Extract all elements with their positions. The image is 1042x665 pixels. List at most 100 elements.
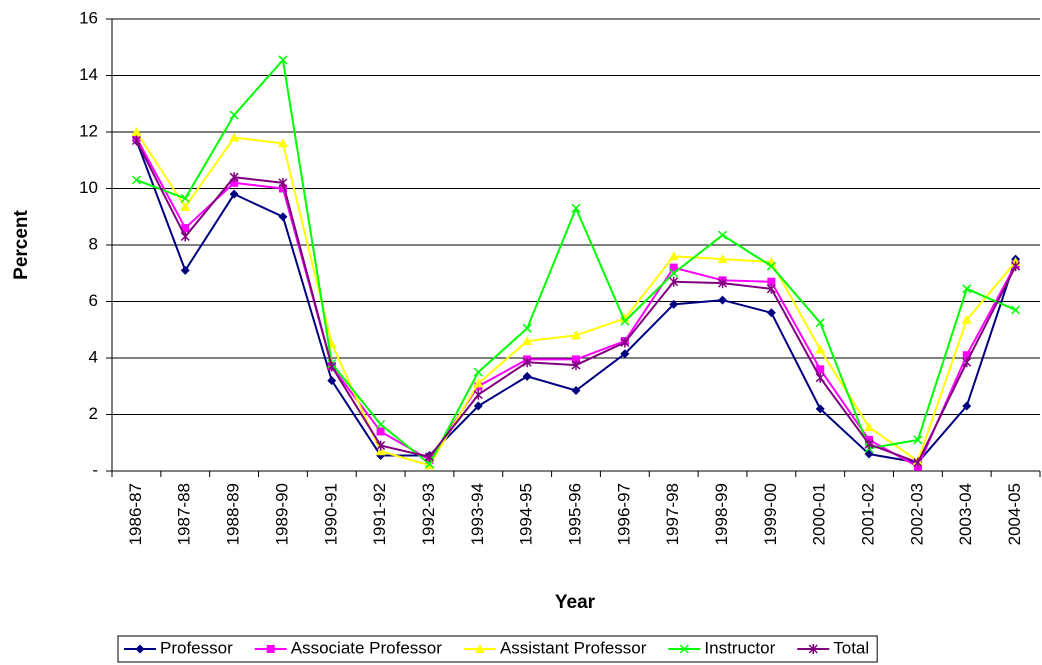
legend-label: Assistant Professor [500,638,647,657]
data-point [620,316,630,326]
series-line [136,57,1016,466]
x-tick-label: 1996-97 [614,483,633,545]
x-tick-label: 1998-99 [712,483,731,545]
data-point [522,357,532,368]
data-point [572,355,580,364]
data-point [180,193,190,203]
legend-marker [266,645,275,653]
data-point [473,367,483,377]
data-point [473,378,484,388]
data-point [181,224,190,233]
data-point [962,351,971,360]
data-point [278,55,288,65]
legend-marker [679,644,689,654]
data-point [766,308,776,318]
x-tick-label: 1991-92 [370,483,389,545]
data-point [961,314,972,324]
legend-label: Professor [160,638,233,657]
x-tick-label: 1995-96 [565,483,584,545]
data-point [815,344,826,354]
data-point [766,261,776,271]
data-point [131,175,141,185]
series-line [135,137,1017,469]
data-point [277,138,288,148]
data-point [522,323,532,333]
data-point [376,427,385,436]
data-point [766,283,776,294]
data-point [864,449,874,459]
data-point [717,230,728,240]
x-tick-label: 1989-90 [272,483,291,545]
legend: Professor Associate Professor Assistant Pr… [117,635,878,663]
data-point [180,265,190,275]
data-point [278,177,288,188]
data-point [669,263,678,272]
data-point [718,295,728,305]
y-tick-label: 12 [79,121,98,140]
data-point [229,110,239,120]
data-point [815,404,825,414]
data-point [913,457,923,468]
data-point [571,360,581,371]
data-point [180,231,190,242]
y-tick-label: 14 [79,65,98,84]
x-tick-label: 1986-87 [126,483,145,545]
data-point [962,284,972,294]
data-point [327,376,337,386]
data-point [376,440,386,451]
data-point [571,203,581,213]
data-point [571,330,581,340]
data-point [230,178,239,187]
data-point [376,419,386,429]
data-point [522,371,532,381]
data-point [327,361,337,372]
legend-marker [135,644,145,654]
data-point [375,446,386,456]
data-point [962,401,972,411]
data-point [131,127,142,136]
data-point [278,212,288,222]
data-point [424,451,435,462]
data-point [815,372,825,383]
x-tick-label: 1999-00 [761,483,780,545]
data-point [767,277,776,286]
y-tick-label: - [92,460,98,479]
data-point [131,135,141,146]
data-point [473,401,483,411]
data-point [180,201,191,211]
legend-label: Associate Professor [291,638,443,657]
data-point [816,365,825,374]
data-point [669,268,679,278]
y-tick-label: 16 [79,8,98,27]
x-tick-label: 1994-95 [517,483,536,545]
x-tick-label: 1997-98 [663,483,682,545]
legend-marker [808,644,818,654]
legend-box [117,635,878,663]
data-point [815,318,825,328]
legend-label: Total [833,638,869,657]
x-tick-label: 2004-05 [1005,483,1024,545]
data-point [913,435,923,445]
data-point [229,172,239,183]
data-point [669,299,679,309]
data-point [1011,305,1021,315]
data-point [1011,261,1021,272]
legend-label: Instructor [704,638,775,657]
y-tick-label: 2 [89,404,98,423]
x-tick-label: 1988-89 [224,483,243,545]
data-point [962,357,972,368]
data-point [229,189,239,199]
y-tick-label: 10 [79,178,98,197]
data-point [424,459,435,469]
data-point [229,132,240,142]
data-point [278,184,287,193]
x-tick-label: 2001-02 [859,483,878,545]
data-point [620,349,630,359]
x-tick-label: 2000-01 [810,483,829,545]
data-point [522,336,533,346]
x-axis-title: Year [555,592,596,613]
data-point [669,276,679,287]
data-point [864,422,875,432]
data-point [717,254,728,264]
